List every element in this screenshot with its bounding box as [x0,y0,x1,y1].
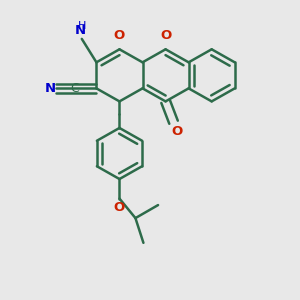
Text: N: N [44,82,56,95]
Text: O: O [114,201,125,214]
Text: O: O [171,125,182,138]
Text: O: O [160,29,171,42]
Text: N: N [75,24,86,37]
Text: O: O [114,29,125,42]
Text: H: H [78,21,86,31]
Text: C: C [70,82,79,95]
